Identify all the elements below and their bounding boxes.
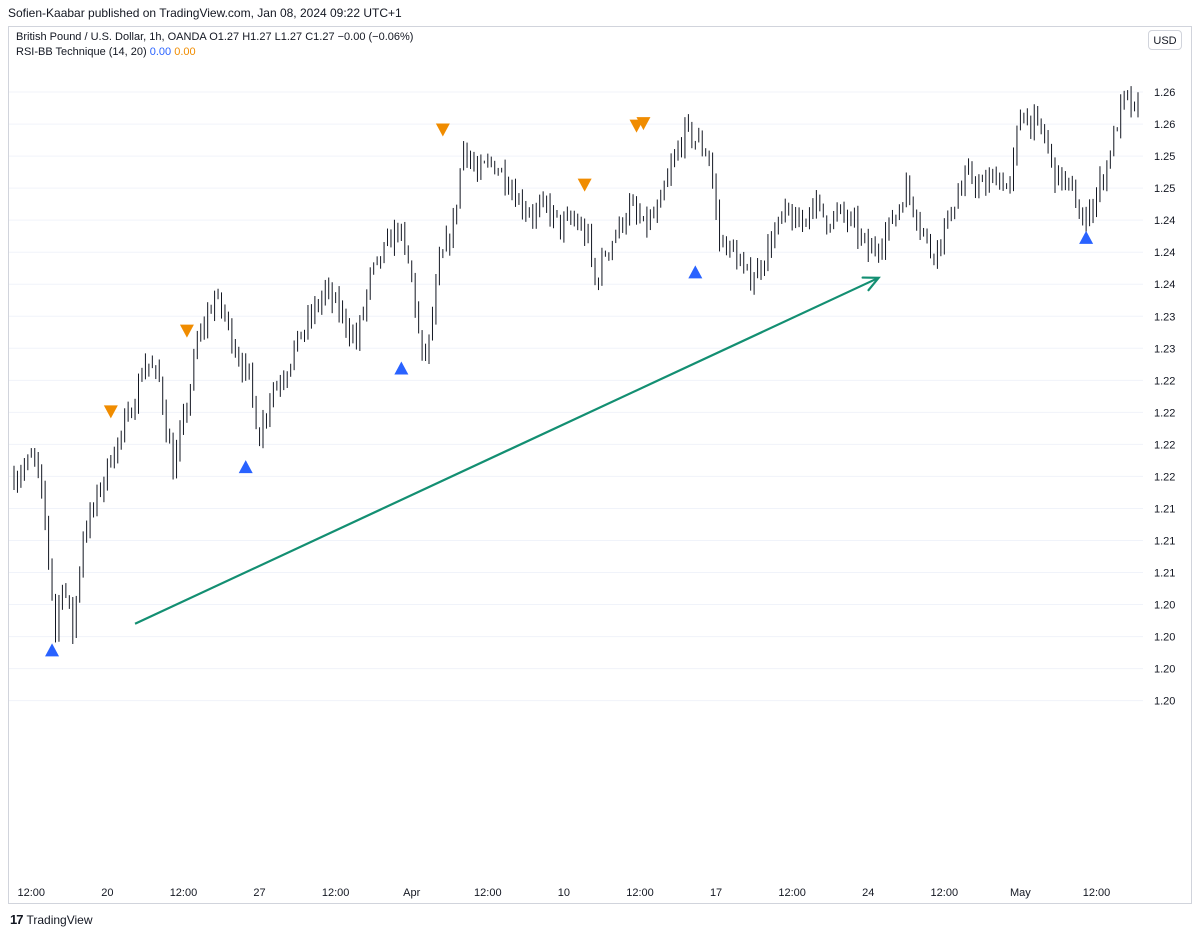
x-tick-label: 12:00	[474, 887, 502, 899]
trend-arrow-head	[861, 276, 881, 292]
y-tick-label: 1.20	[1154, 696, 1175, 708]
x-tick-label: 12:00	[931, 887, 959, 899]
x-tick-label: 12:00	[170, 887, 198, 899]
y-tick-label: 1.22	[1154, 407, 1175, 419]
x-tick-label: Apr	[403, 887, 420, 899]
y-tick-label: 1.22	[1154, 471, 1175, 483]
y-tick-label: 1.22	[1154, 375, 1175, 387]
x-tick-label: 12:00	[322, 887, 350, 899]
buy-signal-marker	[394, 361, 409, 375]
candle-series	[13, 86, 1139, 645]
y-tick-label: 1.24	[1154, 215, 1175, 227]
y-tick-label: 1.20	[1154, 632, 1175, 644]
indicator-legend[interactable]: RSI-BB Technique (14, 20) 0.00 0.00	[16, 45, 413, 60]
published-header: Sofien-Kaabar published on TradingView.c…	[8, 6, 402, 20]
y-tick-label: 1.26	[1154, 87, 1175, 99]
y-tick-label: 1.21	[1154, 503, 1175, 515]
y-tick-label: 1.20	[1154, 600, 1175, 612]
buy-signal-marker	[238, 460, 253, 474]
x-tick-label: 20	[101, 887, 113, 899]
y-tick-label: 1.23	[1154, 311, 1175, 323]
y-tick-label: 1.21	[1154, 535, 1175, 547]
y-tick-label: 1.21	[1154, 568, 1175, 580]
x-tick-label: 12:00	[18, 887, 46, 899]
indicator-value-1: 0.00	[149, 46, 172, 58]
buy-signal-marker	[1079, 230, 1094, 244]
indicator-value-2: 0.00	[174, 46, 196, 58]
tradingview-footer[interactable]: 17 TradingView	[10, 912, 93, 928]
trend-arrow	[134, 276, 881, 625]
signal-markers	[45, 117, 1094, 657]
y-tick-label: 1.25	[1154, 151, 1175, 163]
y-tick-label: 1.24	[1154, 247, 1175, 259]
tradingview-brand: TradingView	[26, 913, 93, 927]
x-tick-label: 17	[710, 887, 722, 899]
indicator-name: RSI-BB Technique (14, 20)	[16, 46, 147, 58]
y-axis: 1.26 1.26 1.25 1.25 1.24 1.24 1.24 1.23 1.23 1.22…	[1154, 87, 1175, 708]
grid-lines	[9, 91, 1143, 702]
buy-signal-marker	[45, 643, 60, 657]
x-tick-label: 24	[862, 887, 874, 899]
sell-signal-marker	[636, 117, 651, 131]
currency-button[interactable]: USD	[1148, 30, 1182, 50]
y-tick-label: 1.20	[1154, 664, 1175, 676]
y-tick-label: 1.22	[1154, 439, 1175, 451]
x-axis: 12:00 20 12:00 27 12:00 Apr 12:00 10 12:00 17 12:0…	[18, 887, 1111, 899]
x-tick-label: 12:00	[626, 887, 654, 899]
sell-signal-marker	[179, 324, 194, 338]
sell-signal-marker	[103, 405, 118, 419]
buy-signal-marker	[688, 265, 703, 279]
y-tick-label: 1.25	[1154, 183, 1175, 195]
trend-arrow-line	[134, 276, 880, 625]
x-tick-label: 27	[253, 887, 265, 899]
sell-signal-marker	[435, 123, 450, 137]
x-tick-label: 10	[558, 887, 570, 899]
y-tick-label: 1.26	[1154, 119, 1175, 131]
tradingview-logo-icon: 17	[10, 912, 24, 927]
symbol-legend[interactable]: British Pound / U.S. Dollar, 1h, OANDA O…	[16, 31, 414, 43]
chart-frame	[8, 26, 1192, 904]
x-tick-label: 12:00	[778, 887, 806, 899]
y-tick-label: 1.23	[1154, 343, 1175, 355]
x-tick-label: 12:00	[1083, 887, 1111, 899]
sell-signal-marker	[577, 178, 592, 192]
x-tick-label: May	[1010, 887, 1031, 899]
y-tick-label: 1.24	[1154, 279, 1175, 291]
chart-legend: British Pound / U.S. Dollar, 1h, OANDA O…	[16, 30, 413, 60]
